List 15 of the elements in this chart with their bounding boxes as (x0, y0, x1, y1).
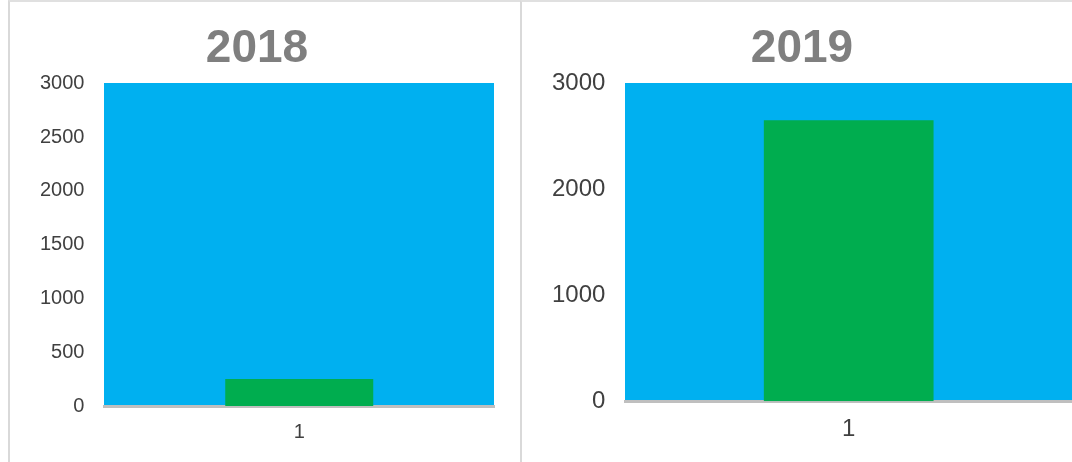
y-tick-label: 3000 (39, 70, 85, 93)
y-tick-label: 1000 (39, 285, 85, 308)
y-tick-label: 2500 (39, 124, 85, 147)
y-tick-label: 2000 (39, 178, 85, 201)
y-tick-label: 500 (51, 339, 85, 362)
chart-title: 2019 (750, 20, 854, 73)
y-tick-label: 1500 (39, 232, 85, 255)
x-tick-label: 1 (293, 419, 305, 442)
chart-title: 2018 (205, 20, 309, 73)
y-tick-label: 3000 (552, 67, 606, 95)
y-tick-label: 1000 (552, 279, 606, 307)
y-tick-label: 0 (73, 393, 85, 416)
y-tick-label: 2000 (552, 173, 606, 201)
y-tick-label: 0 (592, 385, 606, 413)
x-tick-label: 1 (842, 414, 856, 442)
